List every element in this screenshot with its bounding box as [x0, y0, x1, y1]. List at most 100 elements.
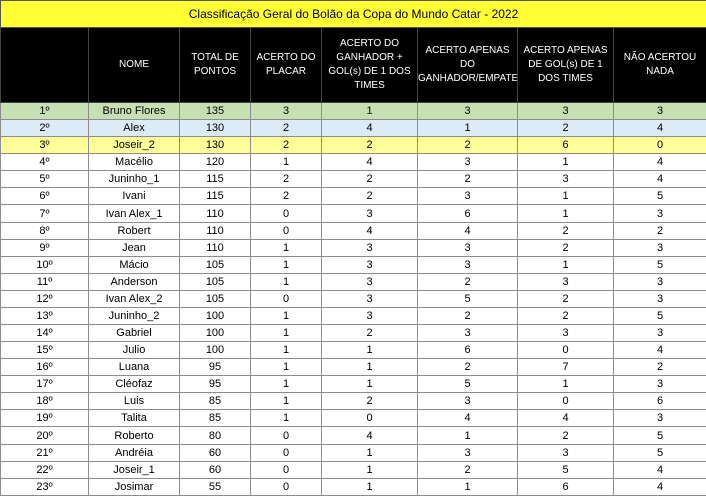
no-hits-cell: 3	[612, 101, 706, 121]
winner-only-cell: 4	[417, 221, 518, 240]
position-cell: 4º	[0, 153, 89, 172]
winner-only-cell: 3	[417, 443, 518, 462]
no-hits-cell: 4	[612, 119, 706, 138]
table-body: 1º Bruno Flores 135 3 1 3 3 3 2º Alex 130 2 4 1 2 4 3º Jo…	[0, 101, 706, 496]
winner-plus-goals-cell: 0	[321, 409, 418, 428]
total-points-cell: 100	[179, 341, 251, 360]
goals-only-cell: 1	[517, 204, 614, 223]
table-row: 18º Luis 85 1 2 3 0 6	[0, 392, 706, 411]
exact-score-cell: 1	[250, 238, 322, 257]
winner-plus-goals-cell: 3	[321, 272, 418, 291]
position-cell: 15º	[0, 341, 89, 360]
name-cell: Julio	[88, 341, 180, 360]
goals-only-cell: 1	[517, 187, 614, 206]
goals-only-cell: 5	[517, 460, 614, 479]
winner-only-cell: 1	[417, 426, 518, 445]
header-row: NOME TOTAL DE PONTOS ACERTO DO PLACAR ACERT…	[0, 27, 706, 103]
name-cell: Ivan Alex_2	[88, 289, 180, 308]
position-cell: 17º	[0, 375, 89, 394]
position-cell: 8º	[0, 221, 89, 240]
total-points-cell: 105	[179, 272, 251, 291]
name-header: NOME	[88, 27, 180, 103]
name-cell: Macélio	[88, 153, 180, 172]
no-hits-cell: 6	[612, 392, 706, 411]
exact-score-cell: 2	[250, 119, 322, 138]
winner-only-cell: 2	[417, 136, 518, 155]
name-cell: Roberto	[88, 426, 180, 445]
position-cell: 9º	[0, 238, 89, 257]
no-hits-cell: 3	[612, 204, 706, 223]
no-hits-cell: 3	[612, 238, 706, 257]
winner-plus-goals-cell: 3	[321, 289, 418, 308]
no-hits-cell: 3	[612, 375, 706, 394]
position-cell: 6º	[0, 187, 89, 206]
winner-only-cell: 2	[417, 358, 518, 377]
name-cell: Ivani	[88, 187, 180, 206]
name-cell: Anderson	[88, 272, 180, 291]
position-cell: 7º	[0, 204, 89, 223]
exact-score-cell: 1	[250, 409, 322, 428]
total-points-cell: 100	[179, 306, 251, 326]
total-points-cell: 95	[179, 375, 251, 394]
table-row: 3º Joseir_2 130 2 2 2 6 0	[0, 136, 706, 155]
table-row: 14º Gabriel 100 1 2 3 3 3	[0, 324, 706, 343]
winner-plus-goals-cell: 4	[321, 426, 418, 445]
goals-only-cell: 2	[517, 426, 614, 445]
winner-only-cell: 5	[417, 375, 518, 394]
position-cell: 1º	[0, 101, 89, 121]
no-hits-cell: 5	[612, 426, 706, 445]
total-points-cell: 115	[179, 187, 251, 206]
exact-score-cell: 2	[250, 170, 322, 189]
no-hits-cell: 3	[612, 409, 706, 428]
table-row: 15º Julio 100 1 1 6 0 4	[0, 341, 706, 360]
position-cell: 20º	[0, 426, 89, 445]
exact-score-cell: 1	[250, 153, 322, 172]
no-hits-cell: 5	[612, 255, 706, 274]
exact-score-cell: 2	[250, 136, 322, 155]
name-cell: Joseir_2	[88, 136, 180, 155]
winner-plus-goals-cell: 3	[321, 255, 418, 274]
winner-only-cell: 1	[417, 477, 518, 496]
name-cell: Josimar	[88, 477, 180, 496]
position-cell: 16º	[0, 358, 89, 377]
no-hits-cell: 4	[612, 460, 706, 479]
goals-only-cell: 1	[517, 153, 614, 172]
total-points-cell: 100	[179, 324, 251, 343]
total-points-cell: 135	[179, 101, 251, 121]
position-cell: 11º	[0, 272, 89, 291]
table-row: 4º Macélio 120 1 4 3 1 4	[0, 153, 706, 172]
winner-plus-goals-cell: 2	[321, 392, 418, 411]
no-hits-cell: 2	[612, 221, 706, 240]
winner-only-cell: 2	[417, 460, 518, 479]
total-points-cell: 105	[179, 289, 251, 308]
table-row: 13º Juninho_2 100 1 3 2 2 5	[0, 306, 706, 326]
winner-plus-goals-cell: 1	[321, 341, 418, 360]
goals-only-header: ACERTO APENAS DE GOL(s) DE 1 DOS TIMES	[517, 27, 614, 103]
winner-plus-goals-cell: 1	[321, 477, 418, 496]
name-cell: Luana	[88, 358, 180, 377]
exact-score-cell: 3	[250, 101, 322, 121]
exact-score-cell: 0	[250, 443, 322, 462]
winner-plus-goals-cell: 3	[321, 306, 418, 326]
name-cell: Talita	[88, 409, 180, 428]
name-cell: Gabriel	[88, 324, 180, 343]
winner-plus-goals-cell: 2	[321, 324, 418, 343]
goals-only-cell: 2	[517, 238, 614, 257]
no-hits-cell: 5	[612, 187, 706, 206]
exact-score-cell: 1	[250, 255, 322, 274]
total-points-cell: 60	[179, 443, 251, 462]
position-cell: 23º	[0, 477, 89, 496]
goals-only-cell: 1	[517, 375, 614, 394]
table-title: Classificação Geral do Bolão da Copa do …	[0, 0, 706, 28]
winner-plus-goals-cell: 3	[321, 204, 418, 223]
position-cell: 13º	[0, 306, 89, 326]
exact-score-cell: 1	[250, 324, 322, 343]
table-row: 16º Luana 95 1 1 2 7 2	[0, 358, 706, 377]
table-row: 6º Ivani 115 2 2 3 1 5	[0, 187, 706, 206]
table-row: 11º Anderson 105 1 3 2 3 3	[0, 272, 706, 291]
name-cell: Juninho_2	[88, 306, 180, 326]
table-row: 20º Roberto 80 0 4 1 2 5	[0, 426, 706, 445]
total-points-cell: 55	[179, 477, 251, 496]
position-cell: 5º	[0, 170, 89, 189]
goals-only-cell: 7	[517, 358, 614, 377]
